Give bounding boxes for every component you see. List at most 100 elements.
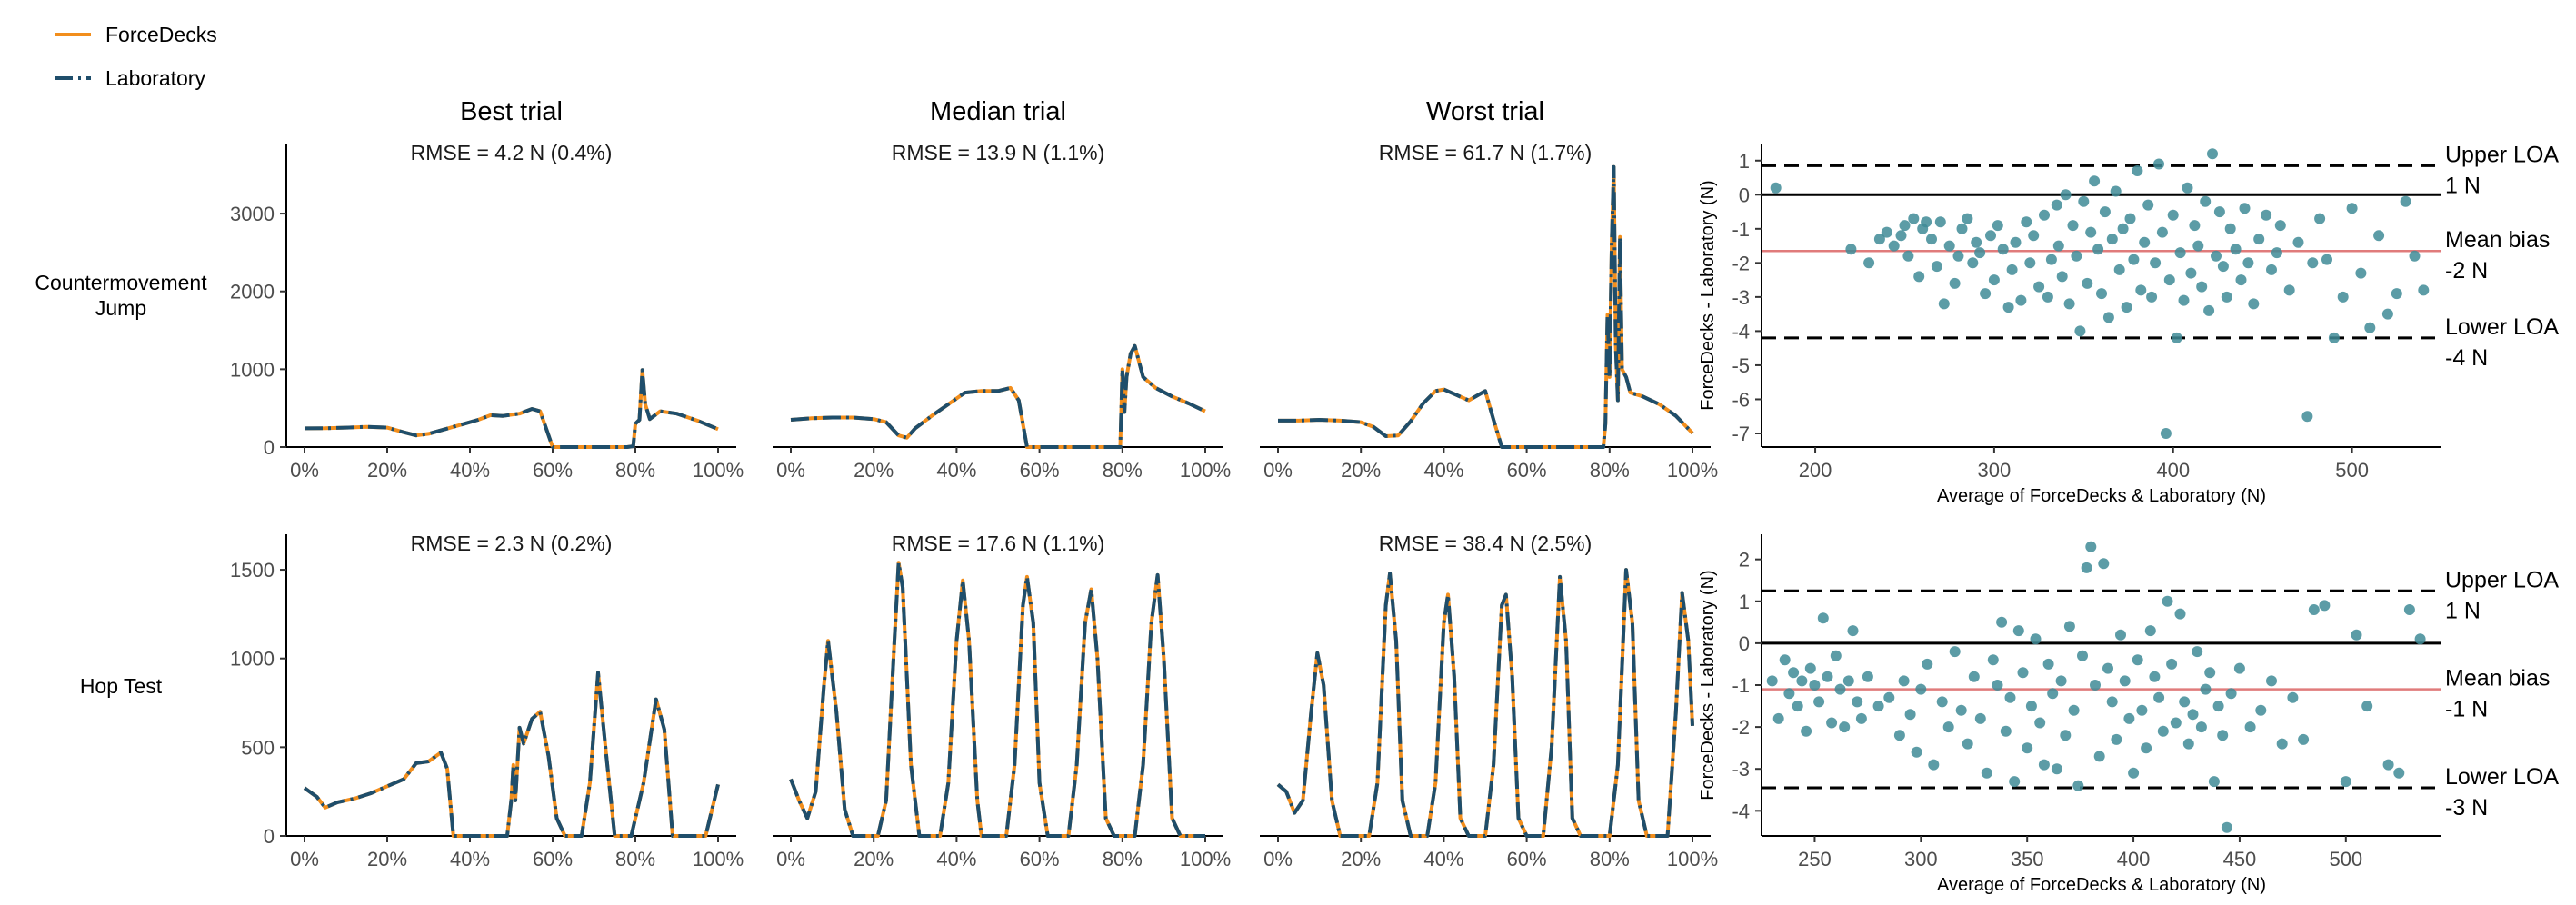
data-point xyxy=(1817,612,1829,624)
data-point xyxy=(2170,717,2182,729)
series-laboratory xyxy=(303,671,720,838)
data-point xyxy=(2009,776,2021,788)
row-label-1-0: Hop Test xyxy=(80,674,163,698)
data-point xyxy=(1949,646,1961,658)
data-point xyxy=(2167,209,2179,221)
data-point xyxy=(1980,288,1992,300)
data-point xyxy=(2099,206,2111,218)
data-point xyxy=(1809,680,1821,691)
data-point xyxy=(1779,654,1791,666)
x-tick-label: 200 xyxy=(1799,459,1832,482)
data-point xyxy=(2092,244,2104,255)
data-point xyxy=(2207,148,2218,160)
x-tick-label: 0% xyxy=(776,459,805,482)
x-tick-label: 60% xyxy=(1020,848,1060,870)
data-point xyxy=(2321,254,2332,265)
x-tick-label: 100% xyxy=(1667,459,1718,482)
x-tick-label: 60% xyxy=(1507,459,1547,482)
x-tick-label: 40% xyxy=(450,459,490,482)
series-laboratory xyxy=(1276,568,1694,838)
x-tick-label: 20% xyxy=(854,459,894,482)
data-point xyxy=(2085,541,2097,552)
data-point xyxy=(2136,704,2148,716)
data-point xyxy=(2208,776,2220,788)
data-point xyxy=(2000,725,2012,737)
data-point xyxy=(2110,185,2122,197)
x-tick-label: 80% xyxy=(1590,459,1630,482)
data-point xyxy=(2381,308,2393,320)
x-tick-label: 60% xyxy=(1507,848,1547,870)
data-point xyxy=(2128,767,2140,779)
legend-label-0: ForceDecks xyxy=(105,23,217,46)
x-tick-label: 40% xyxy=(1423,459,1463,482)
data-point xyxy=(1801,725,1812,737)
data-point xyxy=(2055,675,2067,687)
rmse-annotation: RMSE = 61.7 N (1.7%) xyxy=(1379,141,1593,164)
x-tick-label: 20% xyxy=(854,848,894,870)
y-tick-label: -3 xyxy=(1732,286,1750,309)
y-tick-label: 0 xyxy=(1739,632,1750,655)
x-tick-label: 100% xyxy=(693,848,744,870)
x-tick-label: 60% xyxy=(533,459,573,482)
data-point xyxy=(1955,704,1967,716)
x-tick-label: 40% xyxy=(450,848,490,870)
data-point xyxy=(2213,206,2225,218)
data-point xyxy=(2012,625,2024,637)
data-point xyxy=(2121,302,2132,313)
rmse-annotation: RMSE = 13.9 N (1.1%) xyxy=(892,141,1105,164)
x-tick-label: 0% xyxy=(776,848,805,870)
y-tick-label: 0 xyxy=(264,436,275,459)
data-point xyxy=(1862,671,1873,682)
y-tick-label: 1000 xyxy=(230,358,275,381)
reference-label-0: Upper LOA xyxy=(2445,567,2559,592)
x-tick-label: 20% xyxy=(1341,459,1381,482)
data-point xyxy=(1855,712,1867,724)
data-point xyxy=(2187,709,2199,721)
data-point xyxy=(2156,226,2168,238)
data-point xyxy=(2068,704,2080,716)
data-point xyxy=(1943,240,1955,252)
data-point xyxy=(2045,254,2057,265)
data-point xyxy=(1904,709,1916,721)
reference-value-0: 1 N xyxy=(2445,598,2481,623)
data-point xyxy=(2153,158,2164,170)
data-point xyxy=(1936,696,1948,708)
data-point xyxy=(2301,411,2313,423)
data-point xyxy=(2283,284,2295,296)
data-point xyxy=(2115,629,2126,641)
data-point xyxy=(2042,658,2054,670)
data-point xyxy=(1834,683,1846,695)
panel-1-3: 250 300 350 400 450 500 2 1 0 -1 -2 -3 -4 Average of … xyxy=(1698,534,2559,895)
row-label-0-1: Jump xyxy=(95,296,146,320)
data-point xyxy=(2409,250,2421,262)
legend: ForceDecks Laboratory xyxy=(55,23,217,90)
panel-0-0: 0% 20% 40% 60% 80% 100% 0 1000 2000 3000 RMSE = 4.… xyxy=(230,141,744,482)
data-point xyxy=(2111,733,2122,745)
data-point xyxy=(1895,230,1907,242)
data-point xyxy=(2106,234,2118,245)
rmse-annotation: RMSE = 4.2 N (0.4%) xyxy=(411,141,613,164)
column-title-0: Best trial xyxy=(460,97,563,126)
data-point xyxy=(2060,189,2072,201)
y-axis-title: ForceDecks - Laboratory (N) xyxy=(1698,180,1718,410)
data-point xyxy=(2033,281,2045,293)
data-point xyxy=(1852,696,1863,708)
data-point xyxy=(2150,257,2162,269)
reference-value-3: -3 N xyxy=(2445,795,2488,820)
data-point xyxy=(2346,203,2358,214)
panel-1-1: 0% 20% 40% 60% 80% 100% RMSE = 17.6 N (1.1%) xyxy=(773,532,1231,870)
series-laboratory xyxy=(1278,164,1694,449)
data-point xyxy=(1888,240,1900,252)
legend-label-1: Laboratory xyxy=(105,66,205,90)
data-point xyxy=(1968,671,1980,682)
data-point xyxy=(1863,257,1875,269)
data-point xyxy=(2217,261,2229,273)
y-tick-label: -2 xyxy=(1732,716,1750,739)
data-point xyxy=(2255,704,2267,716)
series-forcedecks xyxy=(1276,568,1694,838)
data-point xyxy=(1987,654,1999,666)
data-point xyxy=(2141,742,2152,754)
data-point xyxy=(2261,209,2272,221)
data-point xyxy=(1911,746,1922,758)
data-point xyxy=(2235,274,2247,286)
